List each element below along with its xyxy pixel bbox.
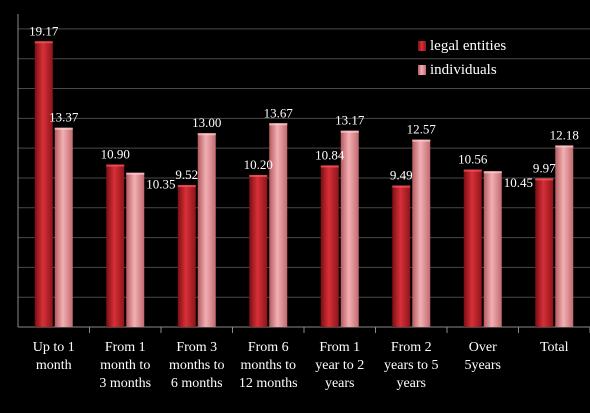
data-label: 10.90 — [101, 147, 130, 162]
bar-individuals — [197, 133, 216, 327]
bar-legal-entities — [249, 174, 268, 327]
bar-cap — [535, 178, 554, 181]
x-tick-label: 6 months — [171, 376, 223, 391]
bar-individuals — [54, 127, 73, 328]
bar-cap — [197, 133, 216, 136]
data-label: 9.52 — [175, 167, 198, 182]
data-label: 13.00 — [192, 115, 221, 130]
data-label: 13.17 — [335, 113, 365, 128]
bar-cap — [106, 164, 125, 167]
x-tick-label: years to 5 — [384, 358, 438, 373]
bar-cap — [392, 185, 411, 188]
x-tick-label: month — [36, 358, 72, 373]
data-label: 13.37 — [49, 110, 79, 125]
data-label: 10.35 — [146, 177, 175, 192]
bar-individuals — [340, 130, 359, 327]
bar-cap — [555, 145, 574, 148]
bar-cap — [463, 169, 482, 172]
x-tick-label: Total — [540, 340, 569, 355]
bar-cap — [483, 171, 502, 174]
bar-legal-entities — [177, 185, 196, 327]
x-tick-label: From 1 — [319, 340, 360, 355]
bar-individuals — [269, 123, 288, 327]
x-tick-label: 12 months — [239, 376, 298, 391]
x-tick-label: month to — [100, 358, 150, 373]
x-tick-label: Up to 1 — [33, 340, 75, 355]
bar-cap — [249, 174, 268, 177]
gridlines — [18, 28, 590, 298]
bar-cap — [320, 165, 339, 168]
legend-label: legal entities — [430, 38, 506, 54]
bar-cap — [34, 41, 53, 44]
x-tick-label: Over — [469, 340, 497, 355]
x-tick-labels: Up to 1 month From 1 month to 3 months From 3… — [33, 340, 569, 391]
bar-individuals — [483, 171, 502, 327]
bar-legal-entities — [106, 164, 125, 327]
x-tick-label: From 6 — [248, 340, 289, 355]
bar-legal-entities — [463, 169, 482, 327]
bar-cap — [54, 127, 73, 130]
bar-cap — [269, 123, 288, 126]
bar-cap — [126, 172, 145, 175]
data-label: 12.57 — [407, 122, 437, 137]
x-tick-label: years — [396, 376, 426, 391]
legend-label: individuals — [430, 62, 497, 78]
legend: legal entities individuals — [418, 38, 506, 78]
bar-legal-entities — [320, 165, 339, 327]
x-tick-label: months to — [169, 358, 225, 373]
x-tick-label: 5years — [464, 358, 501, 373]
axes — [17, 14, 590, 333]
bar-cap — [177, 185, 196, 188]
bar-individuals — [126, 172, 145, 327]
bar-individuals — [555, 145, 574, 327]
x-tick-label: From 3 — [176, 340, 217, 355]
legend-swatch — [418, 65, 426, 75]
x-tick-label: year to 2 — [315, 358, 364, 373]
bar-individuals — [412, 139, 431, 327]
data-label: 12.18 — [550, 127, 579, 142]
data-label: 13.67 — [264, 105, 294, 120]
data-label: 9.97 — [533, 160, 556, 175]
x-tick-label: From 2 — [391, 340, 432, 355]
x-tick-label: From 1 — [105, 340, 146, 355]
data-label: 10.84 — [315, 147, 345, 162]
data-label: 10.45 — [504, 175, 533, 190]
data-label: 19.17 — [29, 23, 59, 38]
bar-cap — [340, 130, 359, 133]
bar-legal-entities — [392, 185, 411, 327]
x-tick-label: months to — [240, 358, 296, 373]
x-tick-label: years — [325, 376, 355, 391]
data-label: 10.56 — [458, 152, 488, 167]
bars — [34, 41, 574, 328]
data-label: 10.20 — [244, 157, 273, 172]
bar-cap — [412, 139, 431, 142]
bar-legal-entities — [535, 178, 554, 327]
data-label: 9.49 — [390, 168, 413, 183]
data-labels: 19.17 13.37 10.90 10.359.52 13.00 10.20 13.67 1… — [29, 23, 579, 191]
x-tick-label: 3 months — [99, 376, 151, 391]
legend-swatch — [418, 41, 426, 51]
bar-legal-entities — [34, 41, 53, 327]
